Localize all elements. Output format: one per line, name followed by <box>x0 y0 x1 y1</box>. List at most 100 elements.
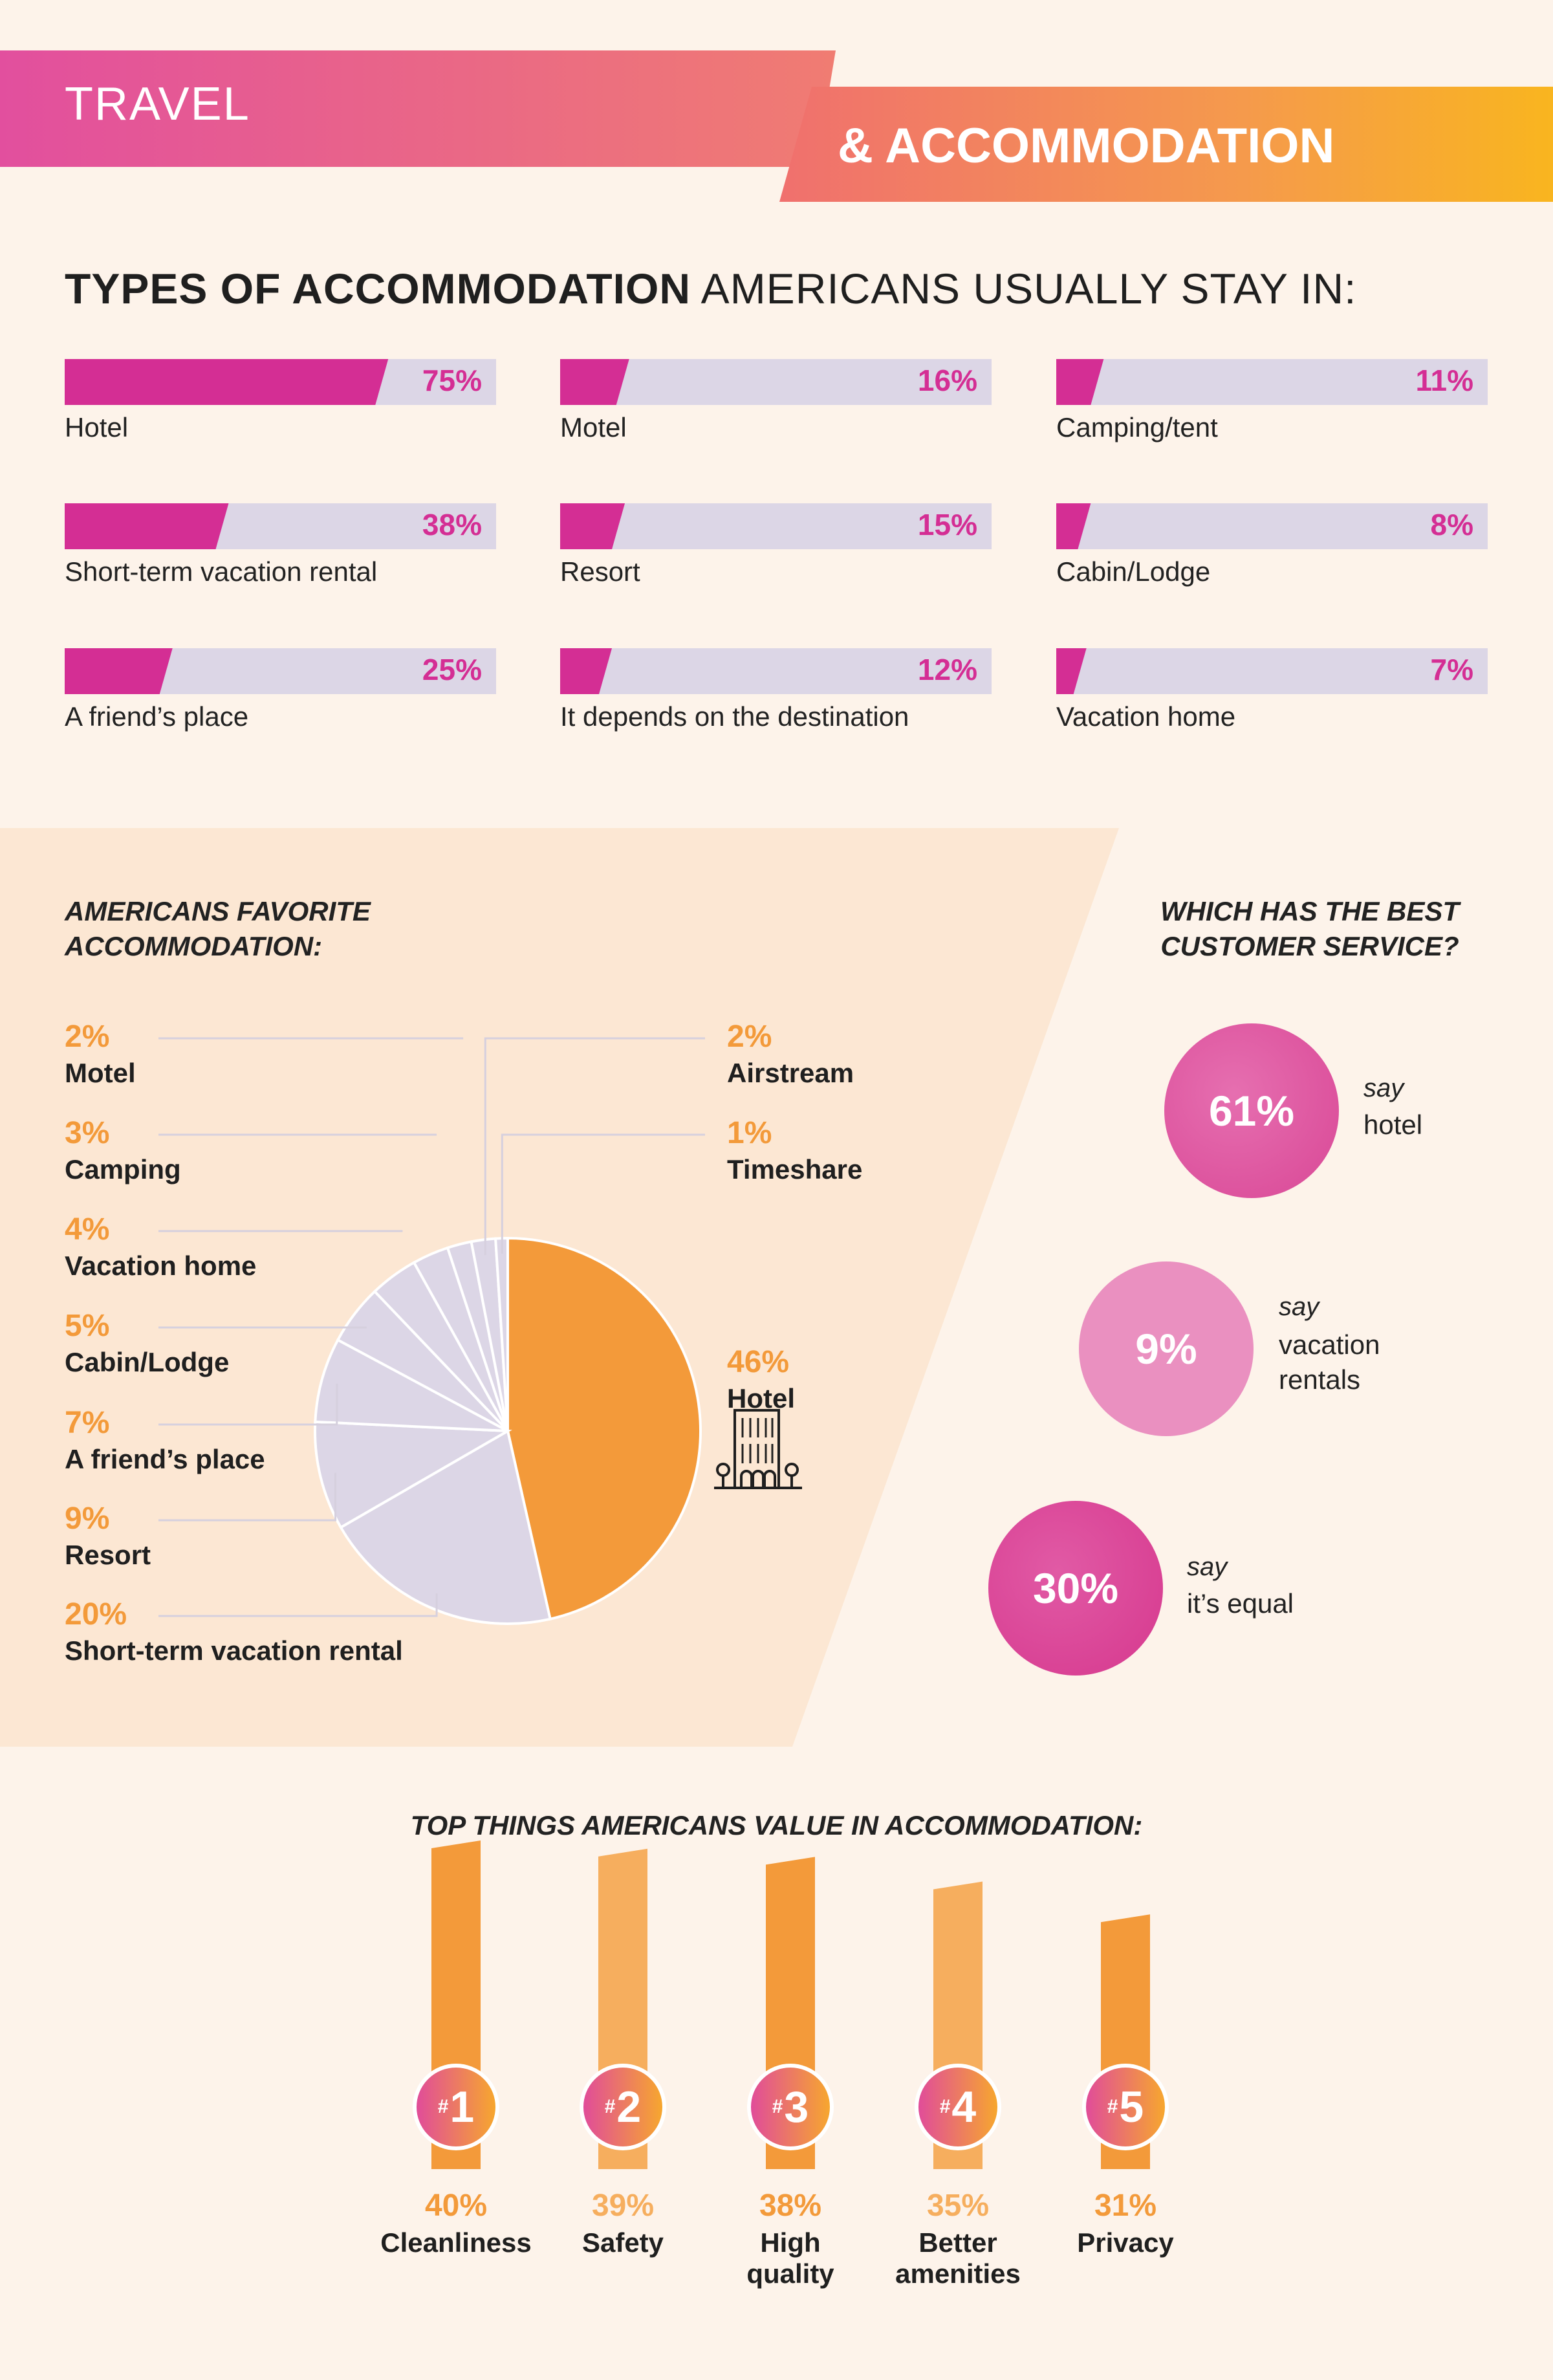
types-bar: 12% <box>560 648 992 694</box>
types-bar-fill-shape <box>560 648 613 694</box>
pie-category-label: Hotel <box>727 1383 795 1414</box>
types-title-bold: TYPES OF ACCOMMODATION <box>65 265 691 312</box>
types-bar-value: 38% <box>422 508 482 541</box>
favorite-title-line2: ACCOMMODATION: <box>65 931 323 961</box>
pie-category-label: Short-term vacation rental <box>65 1635 403 1666</box>
types-bar-value: 25% <box>422 653 482 686</box>
pie-value-label: 20% <box>65 1597 127 1632</box>
rank-number: #2 <box>604 2082 642 2132</box>
types-bar-value: 75% <box>422 364 482 397</box>
types-bar-label: It depends on the destination <box>560 701 909 732</box>
value-bar-percent: 31% <box>1094 2189 1157 2223</box>
header-subtitle: & ACCOMMODATION <box>838 118 1335 173</box>
value-bar-label-line: Privacy <box>1077 2227 1174 2258</box>
service-section-title: WHICH HAS THE BEST CUSTOMER SERVICE? <box>1151 894 1468 964</box>
service-bubble-vacation: 9% <box>1079 1261 1254 1436</box>
types-bar-value: 16% <box>917 364 977 397</box>
service-bubble-equal: 30% <box>988 1501 1163 1676</box>
types-bar-fill <box>560 503 625 549</box>
types-bar: 38% <box>65 503 496 549</box>
types-bar-fill <box>560 648 613 694</box>
service-label-hotel-line1: hotel <box>1363 1109 1423 1140</box>
pie-leader-line <box>484 1037 705 1256</box>
types-bar: 15% <box>560 503 992 549</box>
pie-value-label: 46% <box>727 1345 790 1379</box>
service-value-equal: 30% <box>1032 1564 1119 1612</box>
pie-category-label: Timeshare <box>727 1154 863 1185</box>
types-bar-fill-shape <box>1056 359 1104 405</box>
rank-badge <box>747 2064 834 2150</box>
service-label-vacation-line2: rentals <box>1279 1364 1361 1395</box>
types-bar: 16% <box>560 359 992 405</box>
value-bar-percent: 35% <box>926 2189 990 2223</box>
pie-value-label: 3% <box>65 1116 110 1150</box>
service-title-line1: WHICH HAS THE BEST <box>1160 896 1459 926</box>
value-bar-label: Better amenities <box>861 2227 1055 2289</box>
types-bar-value: 11% <box>1415 364 1473 397</box>
rank-hash: # <box>939 2096 951 2117</box>
pie-slice <box>314 1420 512 1529</box>
value-bar-label-line: Better <box>918 2227 997 2258</box>
rank-number: #5 <box>1107 2082 1144 2132</box>
types-bar: 11% <box>1056 359 1488 405</box>
rank-badge <box>915 2064 1001 2150</box>
pie-category-label: Motel <box>65 1058 136 1088</box>
types-bar-label: Vacation home <box>1056 701 1236 732</box>
pie-slice <box>314 1338 508 1432</box>
value-bar-label: High quality <box>693 2227 887 2289</box>
service-value-hotel: 61% <box>1208 1087 1295 1135</box>
types-bar-label: Camping/tent <box>1056 412 1218 442</box>
rank-number: #4 <box>939 2082 977 2132</box>
pie-category-label: Airstream <box>727 1058 854 1088</box>
pie-category-label: Camping <box>65 1154 181 1185</box>
value-bar-label-line: High <box>760 2227 821 2258</box>
favorite-title-line1: AMERICANS FAVORITE <box>65 896 371 926</box>
pie-leader-line <box>158 1472 337 1522</box>
value-bar-percent: 38% <box>759 2189 822 2223</box>
rank-hash: # <box>1107 2096 1118 2117</box>
service-label-equal: it’s equal <box>1187 1586 1294 1621</box>
value-bar-label-line: amenities <box>895 2258 1021 2289</box>
types-bar-label: A friend’s place <box>65 701 249 732</box>
pie-category-label: A friend’s place <box>65 1444 265 1474</box>
service-label-vacation-line1: vacation <box>1279 1329 1380 1360</box>
types-bar-fill-shape <box>65 503 229 549</box>
rank-number: #3 <box>772 2082 809 2132</box>
types-bar-label: Motel <box>560 412 627 442</box>
types-title-rest: AMERICANS USUALLY STAY IN: <box>690 265 1357 312</box>
types-bar-fill-shape <box>1056 648 1087 694</box>
types-bar-label: Short-term vacation rental <box>65 556 378 587</box>
types-bar: 25% <box>65 648 496 694</box>
value-bar-label: Safety <box>526 2227 720 2258</box>
pie-leader-line <box>158 1383 338 1426</box>
types-bar-fill-shape <box>65 359 389 405</box>
pie-value-label: 2% <box>727 1020 772 1054</box>
rank-hash: # <box>604 2096 616 2117</box>
types-bar: 75% <box>65 359 496 405</box>
rank-badge <box>413 2064 499 2150</box>
pie-category-label: Cabin/Lodge <box>65 1347 230 1377</box>
service-label-hotel: hotel <box>1363 1108 1422 1142</box>
types-bar-fill <box>65 503 229 549</box>
types-bar-fill-shape <box>560 359 629 405</box>
value-bar-percent: 39% <box>591 2189 655 2223</box>
pie-value-label: 1% <box>727 1116 772 1150</box>
favorite-section-title: AMERICANS FAVORITE ACCOMMODATION: <box>65 894 371 964</box>
types-bar-fill <box>560 359 629 405</box>
pie-value-label: 2% <box>65 1020 110 1054</box>
rank-badge <box>580 2064 666 2150</box>
pie-category-label: Vacation home <box>65 1250 257 1281</box>
hotel-building-icon <box>714 1409 802 1489</box>
rank-hash: # <box>772 2096 783 2117</box>
types-bar-fill <box>65 359 389 405</box>
service-say-vacation: say <box>1279 1293 1320 1321</box>
types-bar-value: 7% <box>1430 653 1473 686</box>
types-bar-fill <box>1056 648 1087 694</box>
pie-category-label: Resort <box>65 1540 151 1570</box>
types-bar-label: Hotel <box>65 412 129 442</box>
service-value-vacation: 9% <box>1135 1325 1197 1373</box>
pie-leader-line <box>501 1133 705 1254</box>
pie-slice <box>506 1236 702 1621</box>
